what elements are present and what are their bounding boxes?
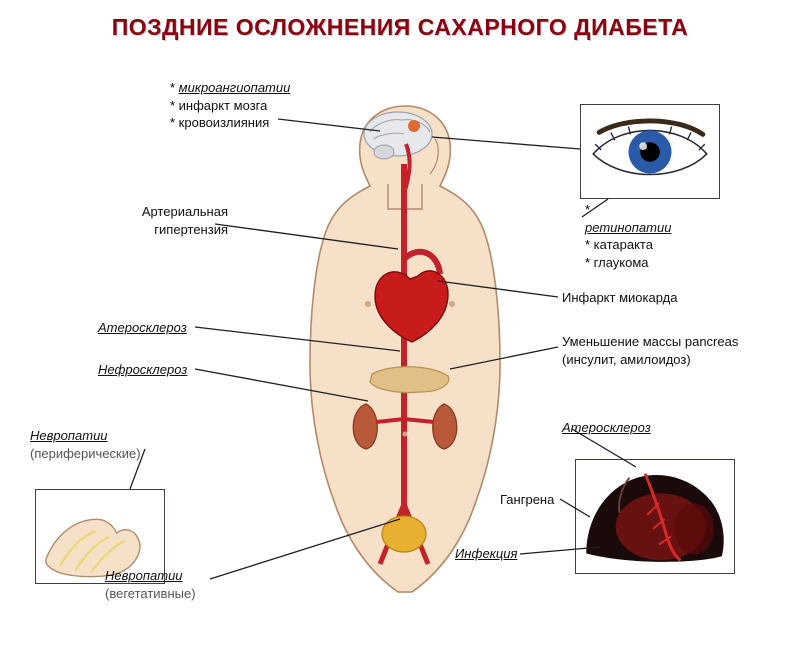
human-body-figure <box>280 104 530 594</box>
page-title: ПОЗДНИЕ ОСЛОЖНЕНИЯ САХАРНОГО ДИАБЕТА <box>0 0 800 49</box>
label-mi: Инфаркт миокарда <box>562 289 677 307</box>
label-neuropathy-vegetative: Невропатии (вегетативные) <box>105 567 196 602</box>
label-atherosclerosis-left: Атеросклероз <box>98 319 187 337</box>
label-brain: * микроангиопатии * инфаркт мозга * кров… <box>170 79 290 132</box>
label-gangrene: Гангрена <box>500 491 554 509</box>
foot-inset <box>575 459 735 574</box>
label-atherosclerosis-right: Атеросклероз <box>562 419 651 437</box>
label-pancreas: Уменьшение массы pancreas (инсулит, амил… <box>562 333 738 368</box>
label-infection: Инфекция <box>455 545 517 563</box>
eye-inset <box>580 104 720 199</box>
label-neuropathy-peripheral: Невропатии (периферические) <box>30 427 141 462</box>
diagram-canvas: * микроангиопатии * инфаркт мозга * кров… <box>0 49 800 599</box>
label-nephrosclerosis: Нефросклероз <box>98 361 187 379</box>
label-eye: * ретинопатии * катаракта * глаукома <box>585 201 671 271</box>
label-hypertension: Артериальнаягипертензия <box>108 203 228 238</box>
